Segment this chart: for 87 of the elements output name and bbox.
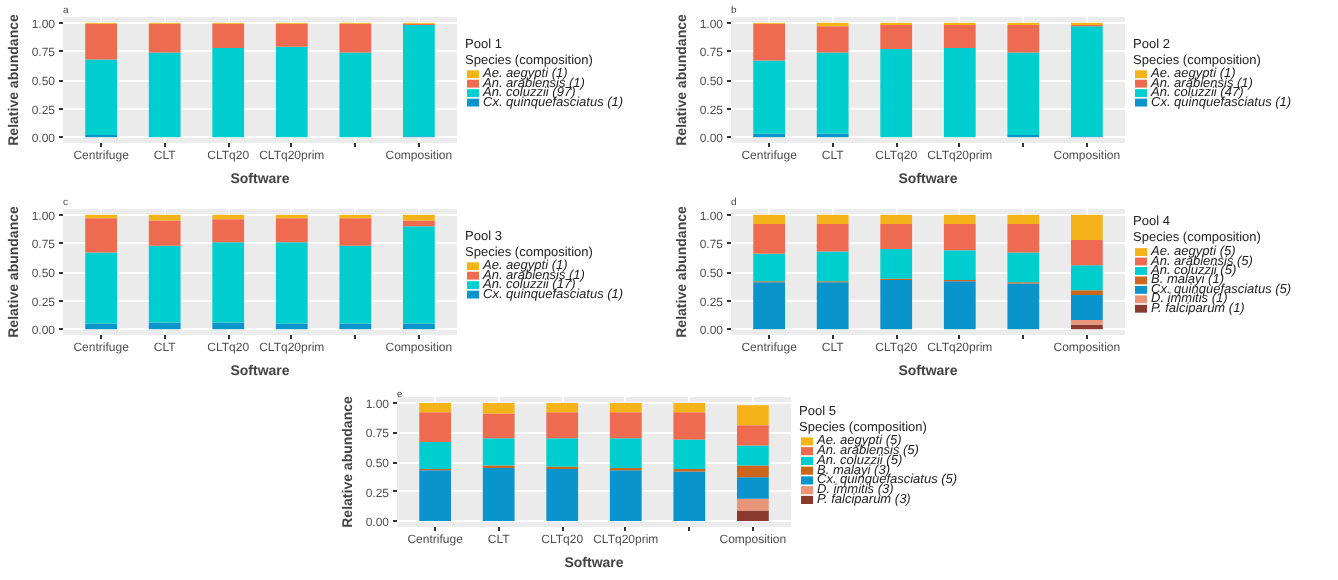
bar: [402, 25, 435, 137]
bar: [148, 322, 181, 330]
bar: [1070, 26, 1103, 137]
bar: [1007, 223, 1040, 253]
bar: [880, 223, 913, 250]
bar: [1007, 25, 1040, 53]
bar: [609, 470, 642, 522]
bar: [85, 218, 118, 253]
bar: [816, 282, 849, 330]
bar: [943, 250, 976, 281]
bar: [880, 214, 913, 224]
bar: [148, 23, 181, 53]
bar: [753, 223, 786, 254]
bar: [419, 470, 452, 522]
bar: [1007, 283, 1040, 330]
bar: [753, 214, 786, 224]
bar: [736, 477, 769, 499]
bar: [148, 220, 181, 246]
bar: [546, 412, 579, 439]
bar: [546, 402, 579, 413]
bar: [673, 439, 706, 470]
bar: [880, 249, 913, 279]
bar: [419, 402, 452, 413]
bar: [753, 282, 786, 330]
bar: [816, 251, 849, 282]
bar: [609, 402, 642, 413]
bar: [339, 52, 372, 138]
bar: [1007, 214, 1040, 224]
bar: [85, 252, 118, 324]
bar: [753, 60, 786, 134]
bar: [275, 218, 308, 243]
bar: [673, 412, 706, 440]
bar: [816, 223, 849, 252]
bar: [880, 49, 913, 138]
bar: [1007, 52, 1040, 135]
bar: [673, 402, 706, 413]
bar: [402, 226, 435, 324]
bar: [943, 281, 976, 330]
bar: [816, 26, 849, 53]
bar: [148, 52, 181, 138]
bar: [736, 465, 769, 478]
bar: [753, 23, 786, 61]
bar: [880, 280, 913, 330]
bar: [212, 47, 245, 138]
bar: [275, 23, 308, 47]
bar: [482, 402, 515, 414]
bar: [212, 242, 245, 323]
bar: [482, 467, 515, 522]
bar: [339, 23, 372, 53]
bar: [546, 438, 579, 467]
bar: [880, 25, 913, 50]
bar: [736, 405, 769, 426]
bar: [339, 218, 372, 246]
bar: [609, 438, 642, 468]
bar: [1070, 239, 1103, 266]
bar: [1007, 252, 1040, 283]
bar: [736, 510, 769, 522]
bar: [212, 322, 245, 330]
bar: [482, 438, 515, 466]
bar: [816, 52, 849, 134]
bar: [275, 242, 308, 324]
bar: [943, 47, 976, 138]
bar: [419, 441, 452, 470]
bar: [275, 46, 308, 138]
bar: [1070, 265, 1103, 291]
bar: [402, 220, 435, 227]
bar: [736, 445, 769, 466]
bar: [85, 59, 118, 135]
bar: [85, 23, 118, 60]
bar: [753, 253, 786, 282]
bar: [482, 413, 515, 439]
bar: [736, 498, 769, 511]
bar: [339, 245, 372, 324]
bar: [609, 412, 642, 439]
bar: [943, 25, 976, 48]
bar: [1070, 214, 1103, 240]
bar: [546, 469, 579, 522]
bar: [148, 245, 181, 323]
bar: [212, 219, 245, 243]
bar: [673, 471, 706, 522]
bar: [419, 412, 452, 442]
bar: [212, 23, 245, 48]
bar: [943, 214, 976, 224]
bar: [816, 214, 849, 224]
bar: [736, 425, 769, 446]
bar: [1070, 294, 1103, 321]
bar: [943, 223, 976, 251]
